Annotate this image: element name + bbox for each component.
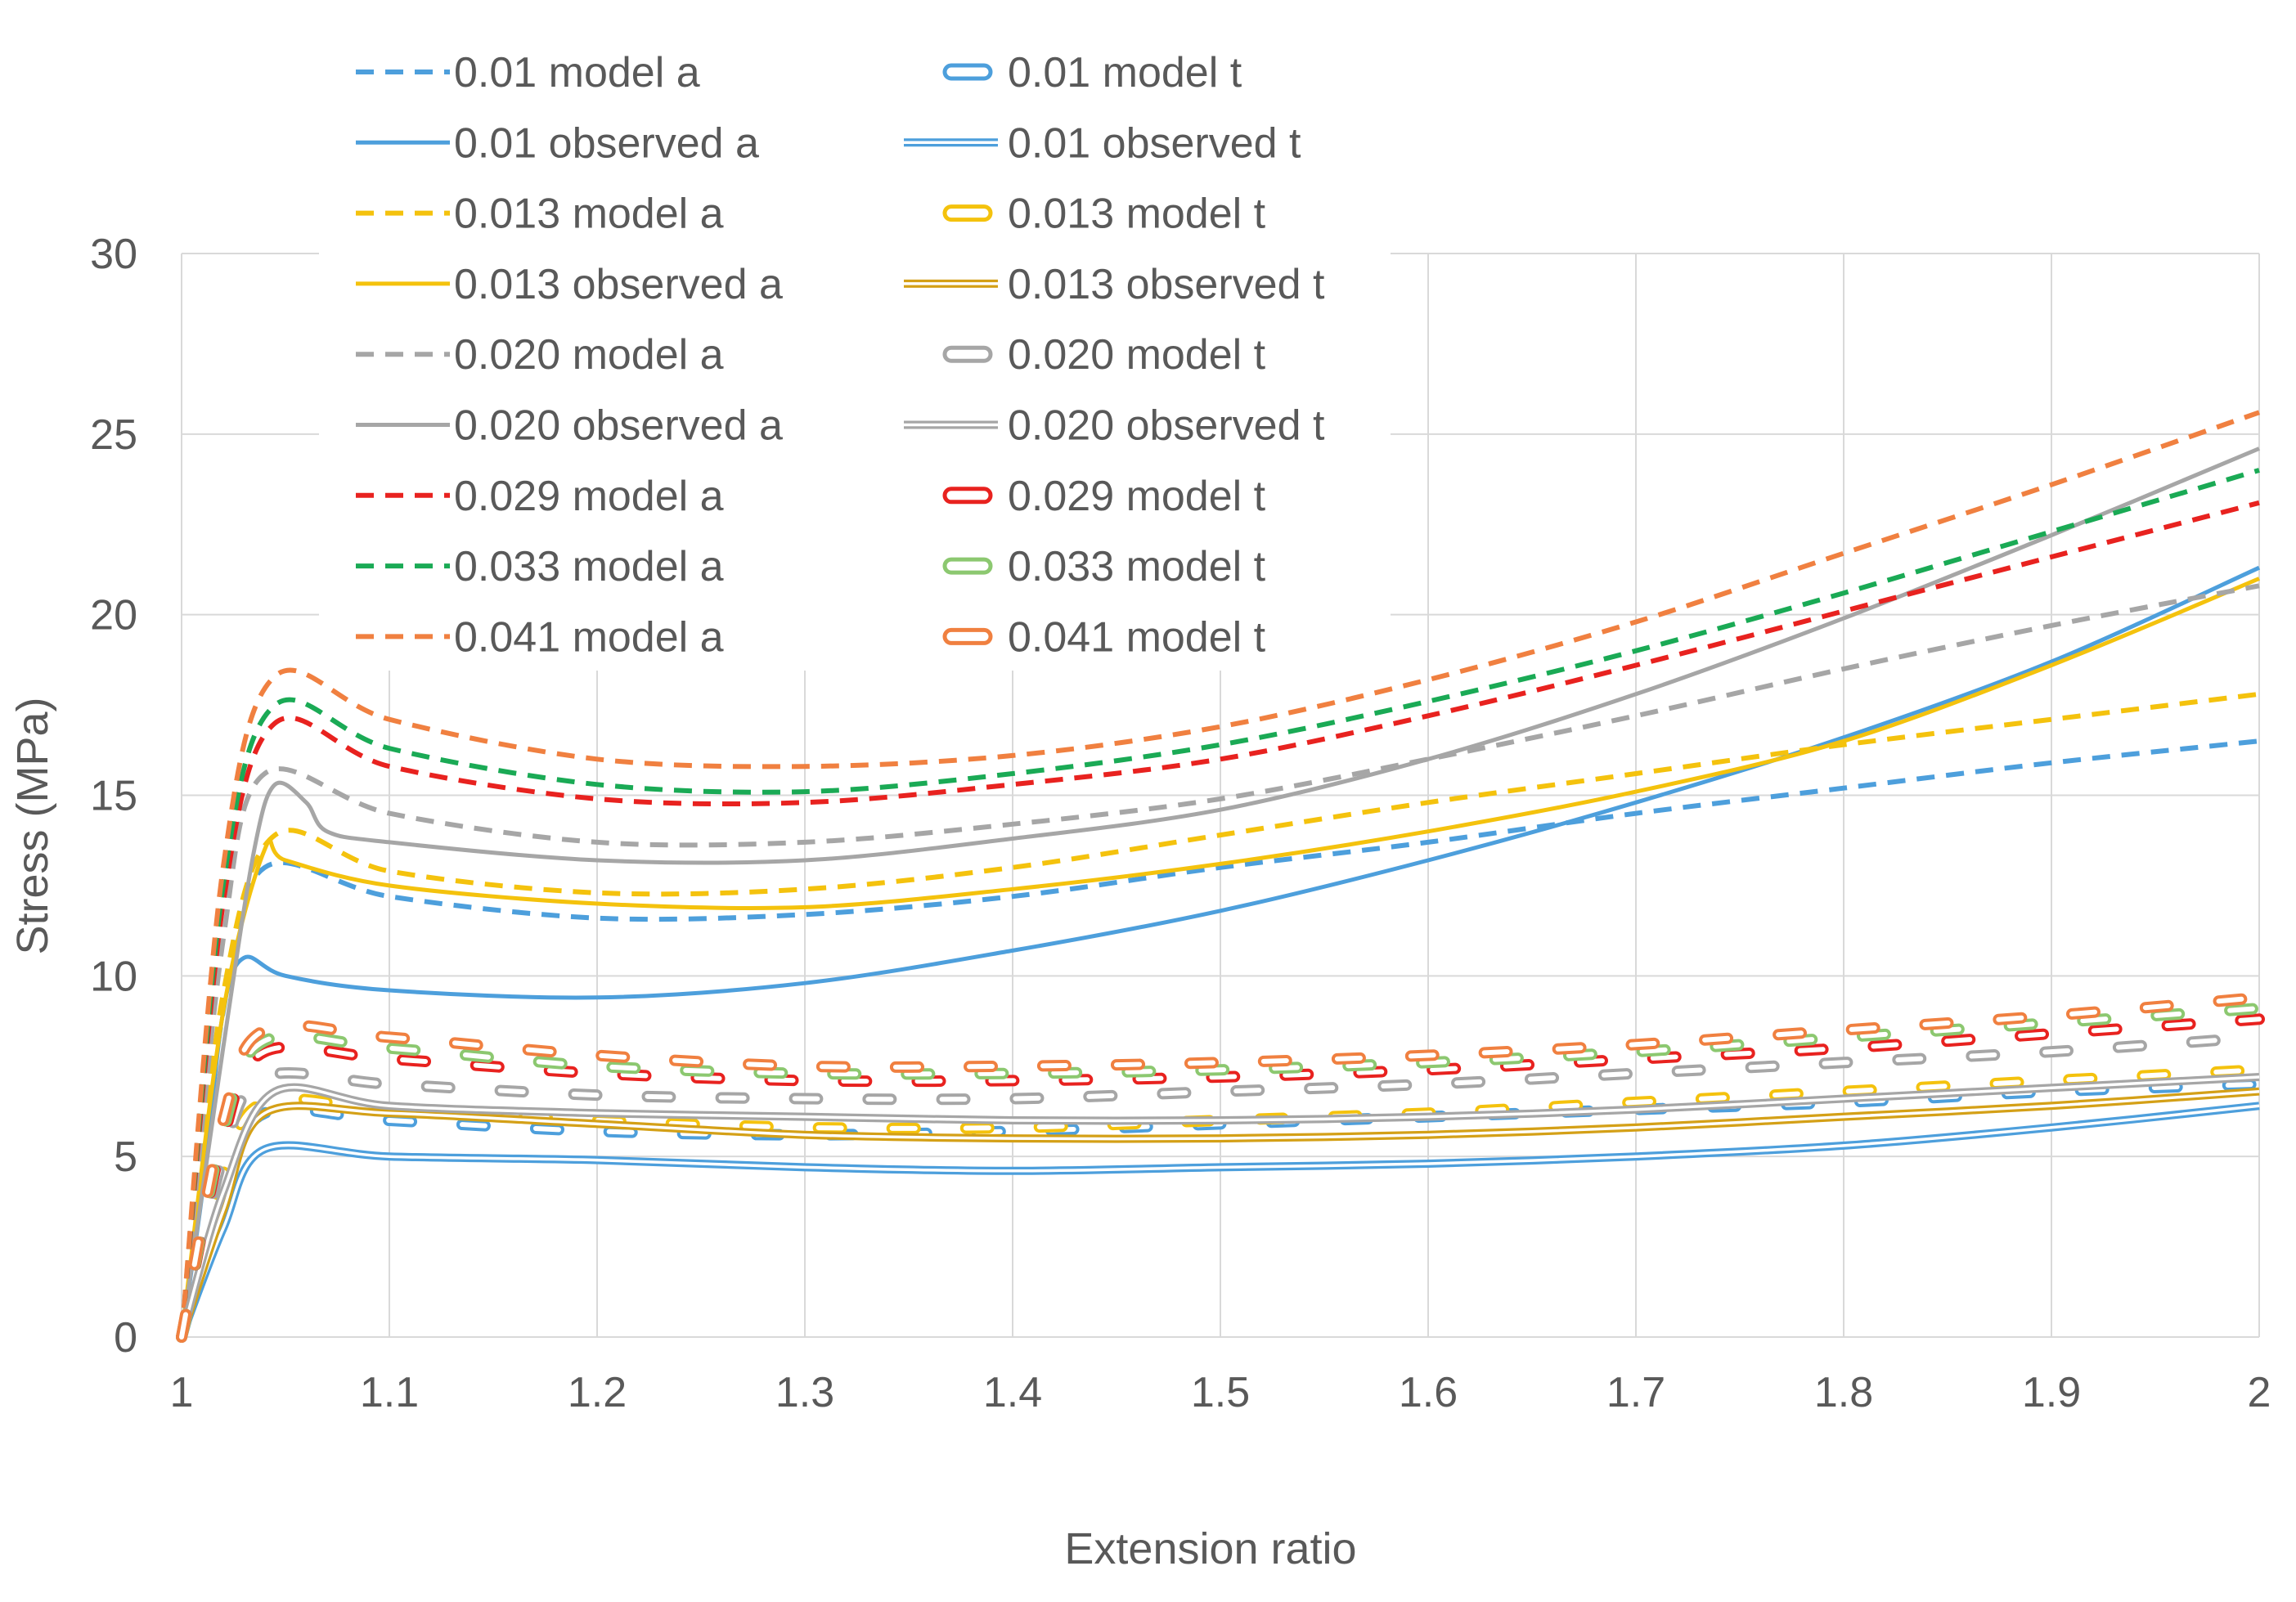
- legend-label: 0.033 model t: [1008, 543, 1266, 590]
- legend-item-0-041-model-a: 0.041 model a: [356, 613, 724, 661]
- series-line: [179, 577, 2260, 1338]
- legend-item-0-020-model-a: 0.020 model a: [356, 331, 724, 379]
- x-axis-ticks: 1 1.1 1.2 1.3 1.4 1.5 1.6 1.7 1.8 1.9 2: [170, 1369, 2271, 1416]
- series-line-inner: [180, 1089, 2260, 1338]
- series-line: [179, 738, 2260, 1338]
- legend-label: 0.041 model a: [454, 613, 724, 661]
- series-line: [179, 410, 2260, 1338]
- x-tick-label: 2: [2248, 1369, 2271, 1416]
- legend-item-0-041-model-t: 0.041 model t: [942, 613, 1266, 661]
- series-0-020-model-t: [176, 1031, 2265, 1343]
- series-0-020-observed-t: [177, 1073, 2260, 1339]
- legend-label: 0.01 observed t: [1008, 119, 1301, 167]
- x-tick-label: 1.8: [1814, 1369, 1873, 1416]
- series-0-033-model-a: [179, 468, 2260, 1338]
- series-line: [179, 583, 2260, 1338]
- legend-label: 0.020 model a: [454, 331, 724, 379]
- series-line-inner: [179, 1034, 2262, 1339]
- series-line-inner: [180, 1075, 2260, 1338]
- x-tick-label: 1.2: [568, 1369, 627, 1416]
- legend-item-0-013-model-t: 0.013 model t: [942, 191, 1266, 238]
- series-0-020-observed-a: [179, 446, 2260, 1338]
- legend-label: 0.01 observed a: [454, 119, 759, 167]
- legend-item-0-01-observed-a: 0.01 observed a: [356, 119, 759, 167]
- series-0-013-model-t: [176, 1064, 2265, 1343]
- legend-background: [319, 25, 1391, 671]
- legend-item-0-020-observed-a: 0.020 observed a: [356, 402, 783, 450]
- series-line-inner: [179, 1016, 2262, 1339]
- series-0-033-model-t: [176, 1003, 2265, 1343]
- y-tick-label: 15: [90, 773, 137, 820]
- x-tick-label: 1.1: [360, 1369, 419, 1416]
- legend-item-0-020-observed-t: 0.020 observed t: [904, 402, 1325, 450]
- x-tick-label: 1.9: [2022, 1369, 2081, 1416]
- series-0-01-model-a: [179, 738, 2260, 1338]
- legend: 0.01 model a 0.01 observed a 0.013 model a…: [319, 25, 1391, 671]
- series-line-inner: [179, 1067, 2262, 1339]
- legend-item-0-033-model-a: 0.033 model a: [356, 543, 724, 590]
- x-tick-label: 1: [170, 1369, 194, 1416]
- y-tick-label: 30: [90, 231, 137, 278]
- x-tick-label: 1.7: [1606, 1369, 1665, 1416]
- legend-label: 0.01 model t: [1008, 49, 1242, 96]
- legend-label: 0.033 model a: [454, 543, 724, 590]
- legend-swatch: [942, 627, 993, 645]
- y-tick-label: 0: [114, 1314, 137, 1362]
- legend-label: 0.029 model t: [1008, 473, 1266, 520]
- legend-item-0-029-model-t: 0.029 model t: [942, 473, 1266, 520]
- y-tick-label: 20: [90, 592, 137, 639]
- legend-swatch: [942, 345, 993, 363]
- legend-label: 0.029 model a: [454, 473, 724, 520]
- series-0-041-model-t: [176, 991, 2265, 1343]
- legend-label: 0.01 model a: [454, 49, 700, 96]
- x-tick-label: 1.4: [983, 1369, 1042, 1416]
- y-tick-label: 5: [114, 1133, 137, 1181]
- series-line: [179, 446, 2260, 1338]
- x-tick-label: 1.3: [775, 1369, 834, 1416]
- x-tick-label: 1.6: [1399, 1369, 1458, 1416]
- legend-label: 0.013 observed t: [1008, 261, 1325, 308]
- legend-swatch: [942, 557, 993, 575]
- legend-item-0-029-model-a: 0.029 model a: [356, 473, 724, 520]
- series-0-020-model-a: [179, 583, 2260, 1338]
- legend-item-0-01-model-a: 0.01 model a: [356, 49, 700, 96]
- y-axis-title: Stress (MPa): [8, 697, 57, 954]
- series-line: [176, 991, 2265, 1343]
- legend-swatch: [942, 204, 993, 222]
- series-line: [179, 468, 2260, 1338]
- legend-label: 0.020 observed t: [1008, 402, 1325, 450]
- series-line-inner: [180, 1104, 2260, 1338]
- legend-swatch: [942, 63, 993, 81]
- series-0-013-observed-a: [179, 577, 2260, 1338]
- series-0-029-model-t: [176, 1013, 2265, 1343]
- legend-item-0-033-model-t: 0.033 model t: [942, 543, 1266, 590]
- legend-item-0-013-model-a: 0.013 model a: [356, 191, 724, 238]
- legend-label: 0.013 model a: [454, 191, 724, 238]
- series-0-01-observed-t: [177, 1102, 2260, 1339]
- legend-swatch: [942, 487, 993, 505]
- legend-label: 0.020 observed a: [454, 402, 783, 450]
- legend-item-0-020-model-t: 0.020 model t: [942, 331, 1266, 379]
- legend-item-0-013-observed-t: 0.013 observed t: [904, 261, 1325, 308]
- legend-item-0-01-model-t: 0.01 model t: [942, 49, 1242, 96]
- series-0-013-observed-t: [177, 1087, 2260, 1339]
- legend-item-0-01-observed-t: 0.01 observed t: [904, 119, 1301, 167]
- y-tick-label: 25: [90, 411, 137, 459]
- y-tick-label: 10: [90, 953, 137, 1000]
- series-line-inner: [179, 1006, 2262, 1339]
- plot-series: [176, 410, 2265, 1343]
- x-tick-label: 1.5: [1191, 1369, 1250, 1416]
- series-0-041-model-a: [179, 410, 2260, 1338]
- legend-label: 0.020 model t: [1008, 331, 1266, 379]
- y-axis-ticks: 0 5 10 15 20 25 30: [90, 231, 137, 1362]
- legend-label: 0.013 observed a: [454, 261, 783, 308]
- legend-label: 0.041 model t: [1008, 613, 1266, 661]
- legend-label: 0.013 model t: [1008, 191, 1266, 238]
- x-axis-title: Extension ratio: [1064, 1524, 1356, 1573]
- legend-item-0-013-observed-a: 0.013 observed a: [356, 261, 783, 308]
